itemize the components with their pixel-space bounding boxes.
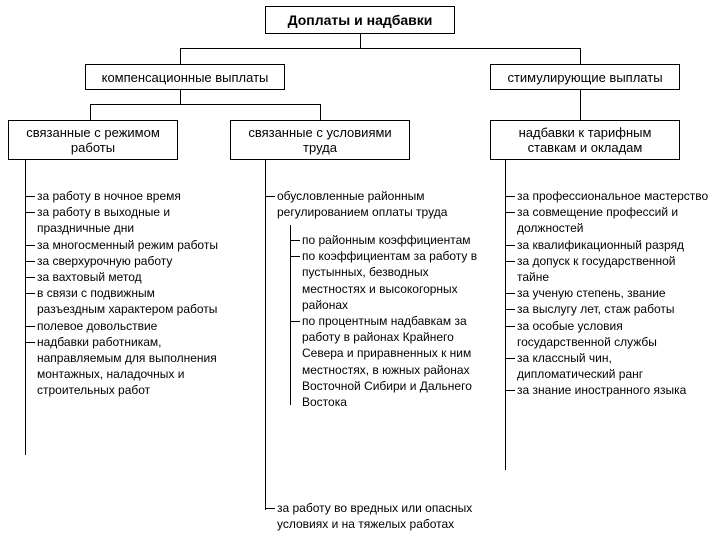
level1-left-label: компенсационные выплаты (102, 70, 269, 85)
level2-b-l1: связанные с условиями (248, 125, 391, 140)
list-item-text: в связи с подвижным разъездным характеро… (37, 285, 220, 317)
list-item-text: за работу в выходные и праздничные дни (37, 204, 220, 236)
list-a: за работу в ночное времяза работу в выхо… (25, 188, 220, 398)
conn (180, 90, 181, 104)
list-item: за особые условия государственной службы (505, 318, 710, 350)
level2-a-box: связанные с режимом работы (8, 120, 178, 160)
list-item-text: полевое довольствие (37, 318, 220, 334)
level2-c-l2: ставкам и окладам (519, 140, 652, 155)
level2-b-l2: труда (248, 140, 391, 155)
list-item: за знание иностранного языка (505, 382, 710, 398)
level1-right-box: стимулирующие выплаты (490, 64, 680, 90)
conn (580, 90, 581, 120)
level1-right-label: стимулирующие выплаты (507, 70, 662, 85)
list-item-text: за сверхурочную работу (37, 253, 220, 269)
list-item: по коэффициентам за работу в пустынных, … (290, 248, 485, 313)
list-item-text: за квалификационный разряд (517, 237, 710, 253)
list-item: полевое довольствие (25, 318, 220, 334)
list-item: за профессиональное мастерство (505, 188, 710, 204)
list-item: в связи с подвижным разъездным характеро… (25, 285, 220, 317)
list-item: за допуск к государственной тайне (505, 253, 710, 285)
list-item: за вахтовый метод (25, 269, 220, 285)
list-item: по районным коэффициентам (290, 232, 485, 248)
conn (180, 48, 580, 49)
conn (90, 104, 320, 105)
list-item: за работу во вредных или опасных условия… (265, 500, 480, 532)
level2-c-box: надбавки к тарифным ставкам и окладам (490, 120, 680, 160)
list-item: за классный чин, дипломатический ранг (505, 350, 710, 382)
list-c: за профессиональное мастерствоза совмеще… (505, 188, 710, 398)
list-item: за совмещение профессий и должностей (505, 204, 710, 236)
list-item-text: за допуск к государственной тайне (517, 253, 710, 285)
level2-a-l1: связанные с режимом (26, 125, 160, 140)
list-b-top: обусловленные районным регулированием оп… (265, 188, 475, 220)
list-item-text: за работу во вредных или опасных условия… (277, 500, 480, 532)
list-item-text: по районным коэффициентам (302, 232, 485, 248)
list-item-text: за классный чин, дипломатический ранг (517, 350, 710, 382)
list-item: за многосменный режим работы (25, 237, 220, 253)
list-item: надбавки работникам, направляемым для вы… (25, 334, 220, 399)
list-item-text: надбавки работникам, направляемым для вы… (37, 334, 220, 399)
list-item-text: за ученую степень, звание (517, 285, 710, 301)
level2-a-l2: работы (26, 140, 160, 155)
list-item: обусловленные районным регулированием оп… (265, 188, 475, 220)
list-item-text: за совмещение профессий и должностей (517, 204, 710, 236)
list-item-text: по коэффициентам за работу в пустынных, … (302, 248, 485, 313)
list-item-text: за выслугу лет, стаж работы (517, 301, 710, 317)
list-item-text: за работу в ночное время (37, 188, 220, 204)
list-item-text: за особые условия государственной службы (517, 318, 710, 350)
conn (90, 104, 91, 120)
list-b-bottom: за работу во вредных или опасных условия… (265, 500, 480, 532)
list-item-text: по процентным надбавкам за работу в райо… (302, 313, 485, 410)
list-item: за выслугу лет, стаж работы (505, 301, 710, 317)
list-item-text: за знание иностранного языка (517, 382, 710, 398)
list-item: за сверхурочную работу (25, 253, 220, 269)
list-item-text: за профессиональное мастерство (517, 188, 710, 204)
level2-c-l1: надбавки к тарифным (519, 125, 652, 140)
list-item: за ученую степень, звание (505, 285, 710, 301)
list-b-sub: по районным коэффициентампо коэффициента… (290, 232, 485, 410)
list-item: за квалификационный разряд (505, 237, 710, 253)
conn (360, 34, 361, 48)
level1-left-box: компенсационные выплаты (85, 64, 285, 90)
list-item: за работу в ночное время (25, 188, 220, 204)
conn (580, 48, 581, 64)
list-item: по процентным надбавкам за работу в райо… (290, 313, 485, 410)
root-box: Доплаты и надбавки (265, 6, 455, 34)
list-item: за работу в выходные и праздничные дни (25, 204, 220, 236)
conn (180, 48, 181, 64)
conn (320, 104, 321, 120)
root-label: Доплаты и надбавки (288, 12, 433, 28)
list-item-text: за многосменный режим работы (37, 237, 220, 253)
list-item-text: за вахтовый метод (37, 269, 220, 285)
level2-b-box: связанные с условиями труда (230, 120, 410, 160)
list-item-text: обусловленные районным регулированием оп… (277, 188, 475, 220)
